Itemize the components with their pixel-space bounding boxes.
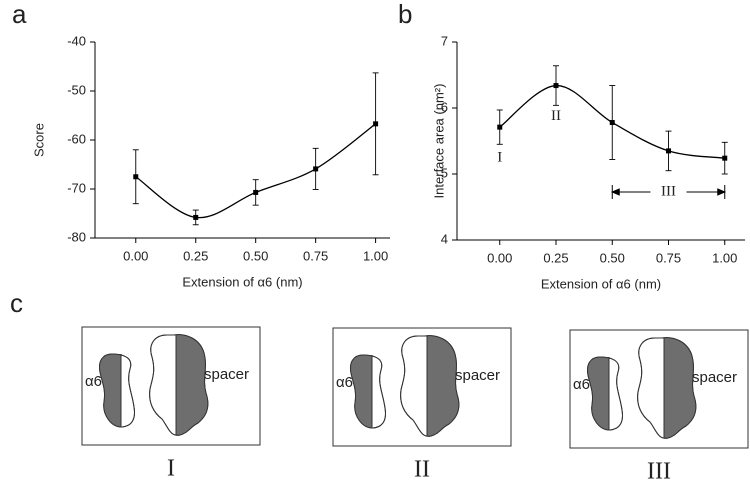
caption: I: [167, 456, 175, 482]
y-tick-label: -40: [67, 33, 86, 48]
point: [666, 148, 671, 154]
right-label: spacer: [455, 367, 500, 384]
x-tick-label: 0.00: [487, 250, 512, 265]
range-bracket: [610, 185, 727, 199]
annotation: I: [497, 150, 502, 166]
x-tick-label: 1.00: [712, 250, 737, 265]
x-tick-label: 0.50: [600, 250, 625, 265]
x-axis-label: Extension of α6 (nm): [182, 274, 302, 289]
panel-label: b: [398, 0, 412, 29]
point: [497, 124, 503, 130]
diagram: α6 spacer Iα6 spacer II α6 spacer III: [81, 326, 749, 485]
point: [313, 166, 319, 172]
point: [133, 174, 139, 180]
point: [193, 214, 199, 220]
x-tick-label: 0.00: [123, 248, 148, 263]
x-axis-label: Extension of α6 (nm): [541, 276, 661, 291]
caption: III: [647, 459, 671, 485]
annotation: II: [551, 108, 561, 124]
point: [722, 155, 728, 161]
x-tick-label: 0.75: [656, 250, 681, 265]
arrowhead: [610, 188, 620, 196]
x-tick-label: 0.75: [303, 248, 328, 263]
left-label: α6: [336, 374, 353, 391]
x-tick-label: 1.00: [363, 248, 388, 263]
y-axis-label: Interface area (nm²): [431, 84, 446, 199]
y-tick-label: 6: [441, 99, 448, 114]
point: [373, 121, 379, 127]
x-tick-label: 0.25: [543, 250, 568, 265]
right-label: spacer: [692, 369, 737, 386]
x-tick-label: 0.25: [183, 248, 208, 263]
diagram-panel: α6 spacer III: [569, 329, 749, 485]
y-tick-label: -60: [67, 131, 86, 146]
right-label: spacer: [204, 366, 249, 383]
y-axis-label: Score: [31, 123, 46, 157]
diagram-panel: α6 spacer II: [332, 327, 512, 483]
y-tick-label: -70: [67, 180, 86, 195]
panel-label: c: [10, 288, 23, 318]
diagram-panel: α6 spacer I: [81, 326, 261, 482]
left-label: α6: [573, 376, 590, 393]
annotation: III: [661, 183, 676, 199]
left-label: α6: [85, 373, 102, 390]
panel-label: a: [12, 0, 27, 29]
y-tick-label: 4: [441, 231, 448, 246]
point: [609, 120, 615, 126]
caption: II: [414, 457, 430, 483]
point: [553, 83, 559, 89]
y-tick-label: 5: [441, 165, 448, 180]
arrowhead: [717, 188, 727, 196]
x-tick-label: 0.50: [243, 248, 268, 263]
y-tick-label: -50: [67, 82, 86, 97]
y-tick-label: -80: [67, 229, 86, 244]
point: [253, 189, 259, 195]
y-tick-label: 7: [441, 33, 448, 48]
